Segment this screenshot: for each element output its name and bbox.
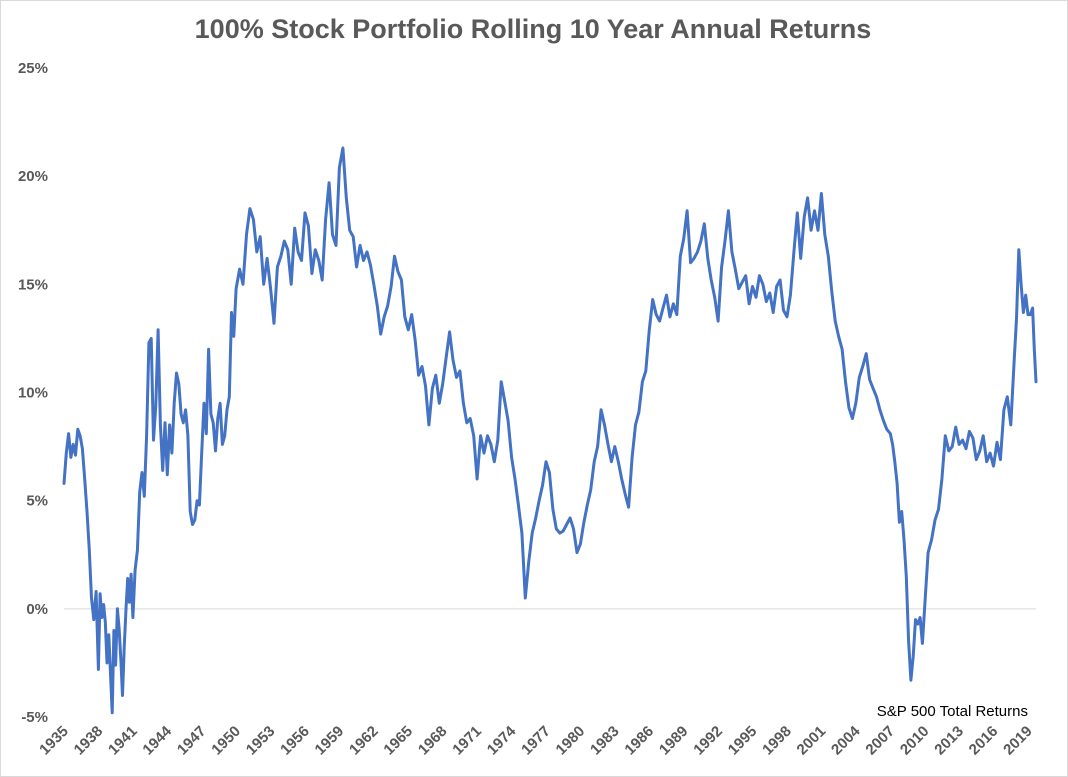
x-tick-label: 1941 (105, 723, 141, 759)
x-tick-label: 1959 (312, 723, 348, 759)
series-group (62, 146, 1038, 715)
x-axis-tick-labels: 1935193819411944194719501953195619591962… (36, 722, 1036, 758)
x-tick-label: 2016 (966, 723, 1002, 759)
x-tick-label: 1974 (484, 722, 520, 758)
y-tick-label: -5% (21, 709, 48, 726)
x-tick-label: 1968 (415, 723, 451, 759)
x-tick-label: 2013 (931, 723, 967, 759)
x-tick-label: 1962 (346, 723, 382, 759)
source-annotation: S&P 500 Total Returns (877, 703, 1028, 720)
x-tick-label: 1980 (553, 723, 589, 759)
chart-title: 100% Stock Portfolio Rolling 10 Year Ann… (194, 14, 872, 44)
x-tick-label: 1986 (621, 723, 657, 759)
x-tick-label: 1947 (174, 723, 210, 759)
x-tick-label: 2007 (862, 723, 898, 759)
x-tick-label: 2001 (794, 723, 830, 759)
x-tick-label: 1938 (71, 723, 107, 759)
x-tick-label: 1977 (518, 723, 554, 759)
y-tick-label: 25% (18, 60, 48, 77)
x-tick-label: 1935 (36, 723, 72, 759)
y-tick-label: 5% (26, 493, 48, 510)
x-tick-label: 1998 (759, 723, 795, 759)
y-tick-label: 0% (26, 601, 48, 618)
x-tick-label: 1965 (380, 723, 416, 759)
x-tick-label: 1944 (139, 722, 175, 758)
x-tick-label: 1953 (243, 723, 279, 759)
x-tick-label: 1995 (725, 723, 761, 759)
x-tick-label: 1950 (208, 723, 244, 759)
x-tick-label: 1983 (587, 723, 623, 759)
y-tick-label: 10% (18, 385, 48, 402)
x-tick-label: 1992 (690, 723, 726, 759)
x-tick-label: 1971 (449, 723, 485, 759)
y-axis-tick-labels: -5% 0% 5% 10% 15% 20% 25% (18, 60, 48, 726)
series-line-rolling-returns (62, 146, 1038, 715)
x-tick-label: 2004 (828, 722, 864, 758)
x-tick-label: 1989 (656, 723, 692, 759)
x-tick-label: 2019 (1000, 723, 1036, 759)
x-tick-label: 2010 (897, 723, 933, 759)
y-tick-label: 15% (18, 276, 48, 293)
y-tick-label: 20% (18, 168, 48, 185)
x-tick-label: 1956 (277, 723, 313, 759)
